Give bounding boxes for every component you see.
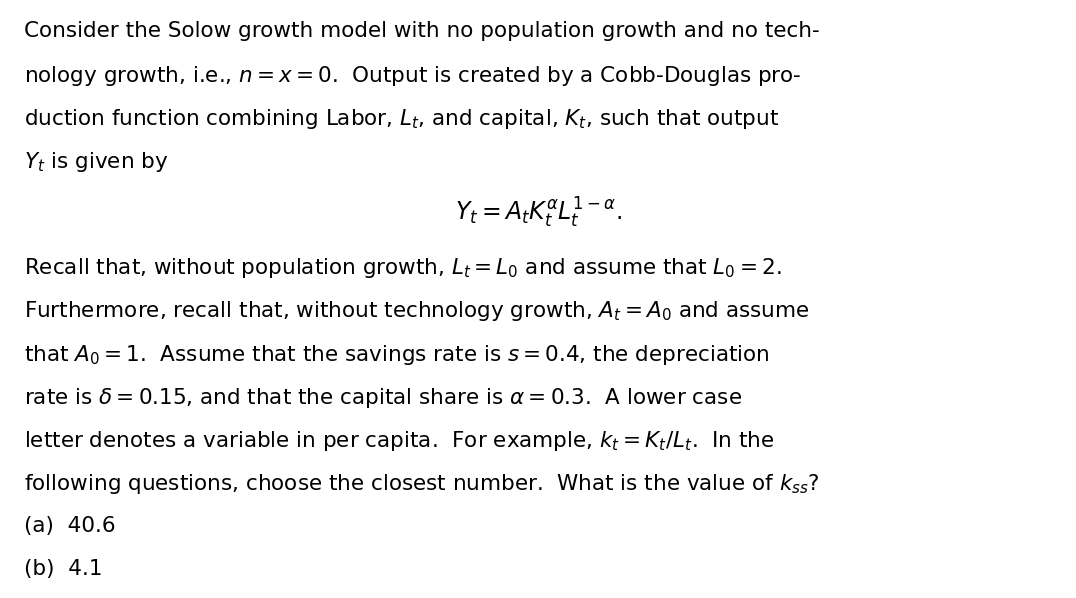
- Text: Consider the Solow growth model with no population growth and no tech-: Consider the Solow growth model with no …: [24, 21, 819, 41]
- Text: Furthermore, recall that, without technology growth, $A_t = A_0$ and assume: Furthermore, recall that, without techno…: [24, 300, 809, 324]
- Text: duction function combining Labor, $L_t$, and capital, $K_t$, such that output: duction function combining Labor, $L_t$,…: [24, 107, 779, 131]
- Text: letter denotes a variable in per capita.  For example, $k_t = K_t/L_t$.  In the: letter denotes a variable in per capita.…: [24, 429, 774, 453]
- Text: (a)  40.6: (a) 40.6: [24, 516, 115, 536]
- Text: (b)  4.1: (b) 4.1: [24, 559, 102, 579]
- Text: that $A_0 = 1$.  Assume that the savings rate is $s = 0.4$, the depreciation: that $A_0 = 1$. Assume that the savings …: [24, 343, 769, 367]
- Text: Recall that, without population growth, $L_t = L_0$ and assume that $L_0 = 2$.: Recall that, without population growth, …: [24, 257, 781, 280]
- Text: $Y_t = A_t K_t^{\alpha} L_t^{1-\alpha}.$: $Y_t = A_t K_t^{\alpha} L_t^{1-\alpha}.$: [454, 196, 622, 230]
- Text: following questions, choose the closest number.  What is the value of $k_{ss}$?: following questions, choose the closest …: [24, 472, 820, 496]
- Text: $Y_t$ is given by: $Y_t$ is given by: [24, 150, 168, 174]
- Text: rate is $\delta = 0.15$, and that the capital share is $\alpha = 0.3$.  A lower : rate is $\delta = 0.15$, and that the ca…: [24, 386, 741, 410]
- Text: nology growth, i.e., $n = x = 0$.  Output is created by a Cobb-Douglas pro-: nology growth, i.e., $n = x = 0$. Output…: [24, 64, 802, 88]
